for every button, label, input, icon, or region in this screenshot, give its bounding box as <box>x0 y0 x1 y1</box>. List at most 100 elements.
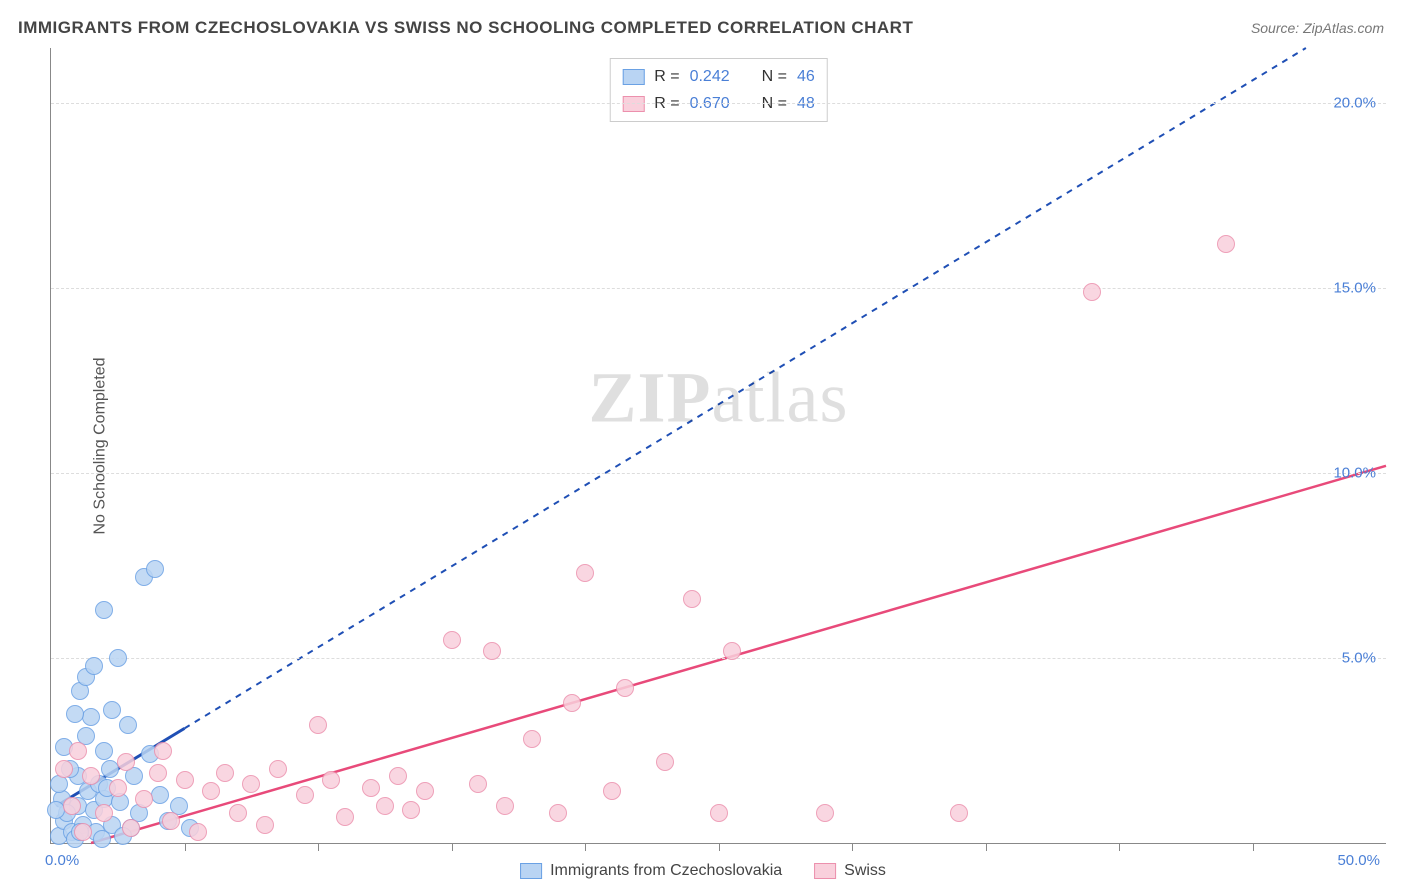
scatter-point <box>616 679 634 697</box>
scatter-point <box>523 730 541 748</box>
legend-n-value-1: 46 <box>797 63 815 90</box>
scatter-point <box>122 819 140 837</box>
x-tick <box>452 843 453 851</box>
source-value: ZipAtlas.com <box>1303 20 1384 36</box>
x-tick <box>1119 843 1120 851</box>
scatter-point <box>119 716 137 734</box>
source-attribution: Source: ZipAtlas.com <box>1251 20 1384 36</box>
scatter-point <box>469 775 487 793</box>
plot-area: ZIPatlas R = 0.242 N = 46 R = 0.670 N = … <box>50 48 1386 844</box>
x-max-label: 50.0% <box>1337 852 1380 869</box>
scatter-point <box>576 564 594 582</box>
scatter-point <box>103 701 121 719</box>
x-tick <box>318 843 319 851</box>
scatter-point <box>309 716 327 734</box>
y-tick-label: 20.0% <box>1333 95 1376 112</box>
series-legend: Immigrants from Czechoslovakia Swiss <box>520 862 886 880</box>
gridline <box>51 288 1386 289</box>
scatter-point <box>723 642 741 660</box>
scatter-point <box>496 797 514 815</box>
scatter-point <box>416 782 434 800</box>
scatter-point <box>202 782 220 800</box>
scatter-point <box>95 601 113 619</box>
y-tick-label: 10.0% <box>1333 465 1376 482</box>
scatter-point <box>117 753 135 771</box>
scatter-point <box>63 797 81 815</box>
trend-line-dashed <box>185 48 1306 728</box>
scatter-point <box>109 779 127 797</box>
scatter-point <box>483 642 501 660</box>
trend-lines-layer <box>51 48 1386 843</box>
scatter-point <box>146 560 164 578</box>
scatter-point <box>66 705 84 723</box>
scatter-point <box>242 775 260 793</box>
scatter-point <box>683 590 701 608</box>
scatter-point <box>816 804 834 822</box>
scatter-point <box>1083 283 1101 301</box>
scatter-point <box>149 764 167 782</box>
scatter-point <box>549 804 567 822</box>
scatter-point <box>95 804 113 822</box>
scatter-point <box>216 764 234 782</box>
scatter-point <box>322 771 340 789</box>
scatter-point <box>336 808 354 826</box>
scatter-point <box>362 779 380 797</box>
x-tick <box>852 843 853 851</box>
chart-container: IMMIGRANTS FROM CZECHOSLOVAKIA VS SWISS … <box>0 0 1406 892</box>
scatter-point <box>563 694 581 712</box>
scatter-point <box>176 771 194 789</box>
source-label: Source: <box>1251 20 1299 36</box>
scatter-point <box>376 797 394 815</box>
legend-swatch-series-1 <box>622 69 644 85</box>
scatter-point <box>950 804 968 822</box>
scatter-point <box>296 786 314 804</box>
scatter-point <box>162 812 180 830</box>
gridline <box>51 103 1386 104</box>
scatter-point <box>135 790 153 808</box>
scatter-point <box>229 804 247 822</box>
y-tick-label: 5.0% <box>1342 650 1376 667</box>
scatter-point <box>93 830 111 848</box>
legend-label-1: Immigrants from Czechoslovakia <box>550 862 782 880</box>
scatter-point <box>151 786 169 804</box>
legend-swatch-bottom-2 <box>814 863 836 879</box>
scatter-point <box>154 742 172 760</box>
correlation-legend: R = 0.242 N = 46 R = 0.670 N = 48 <box>609 58 828 122</box>
y-tick-label: 15.0% <box>1333 280 1376 297</box>
legend-r-value-1: 0.242 <box>690 63 730 90</box>
x-tick <box>185 843 186 851</box>
x-tick <box>986 843 987 851</box>
scatter-point <box>389 767 407 785</box>
scatter-point <box>69 742 87 760</box>
legend-r-label: R = <box>654 63 679 90</box>
scatter-point <box>85 657 103 675</box>
scatter-point <box>443 631 461 649</box>
scatter-point <box>710 804 728 822</box>
gridline <box>51 473 1386 474</box>
scatter-point <box>95 742 113 760</box>
legend-item-series-2: Swiss <box>814 862 886 880</box>
legend-swatch-bottom-1 <box>520 863 542 879</box>
gridline <box>51 658 1386 659</box>
scatter-point <box>74 823 92 841</box>
scatter-point <box>256 816 274 834</box>
legend-n-label: N = <box>762 63 787 90</box>
x-origin-label: 0.0% <box>45 852 79 869</box>
x-tick <box>585 843 586 851</box>
scatter-point <box>402 801 420 819</box>
scatter-point <box>189 823 207 841</box>
scatter-point <box>82 708 100 726</box>
legend-item-series-1: Immigrants from Czechoslovakia <box>520 862 782 880</box>
x-tick <box>1253 843 1254 851</box>
scatter-point <box>55 760 73 778</box>
scatter-point <box>1217 235 1235 253</box>
scatter-point <box>109 649 127 667</box>
x-tick <box>719 843 720 851</box>
scatter-point <box>269 760 287 778</box>
scatter-point <box>603 782 621 800</box>
chart-title: IMMIGRANTS FROM CZECHOSLOVAKIA VS SWISS … <box>18 18 913 38</box>
legend-label-2: Swiss <box>844 862 886 880</box>
scatter-point <box>82 767 100 785</box>
legend-row-series-1: R = 0.242 N = 46 <box>622 63 815 90</box>
scatter-point <box>656 753 674 771</box>
